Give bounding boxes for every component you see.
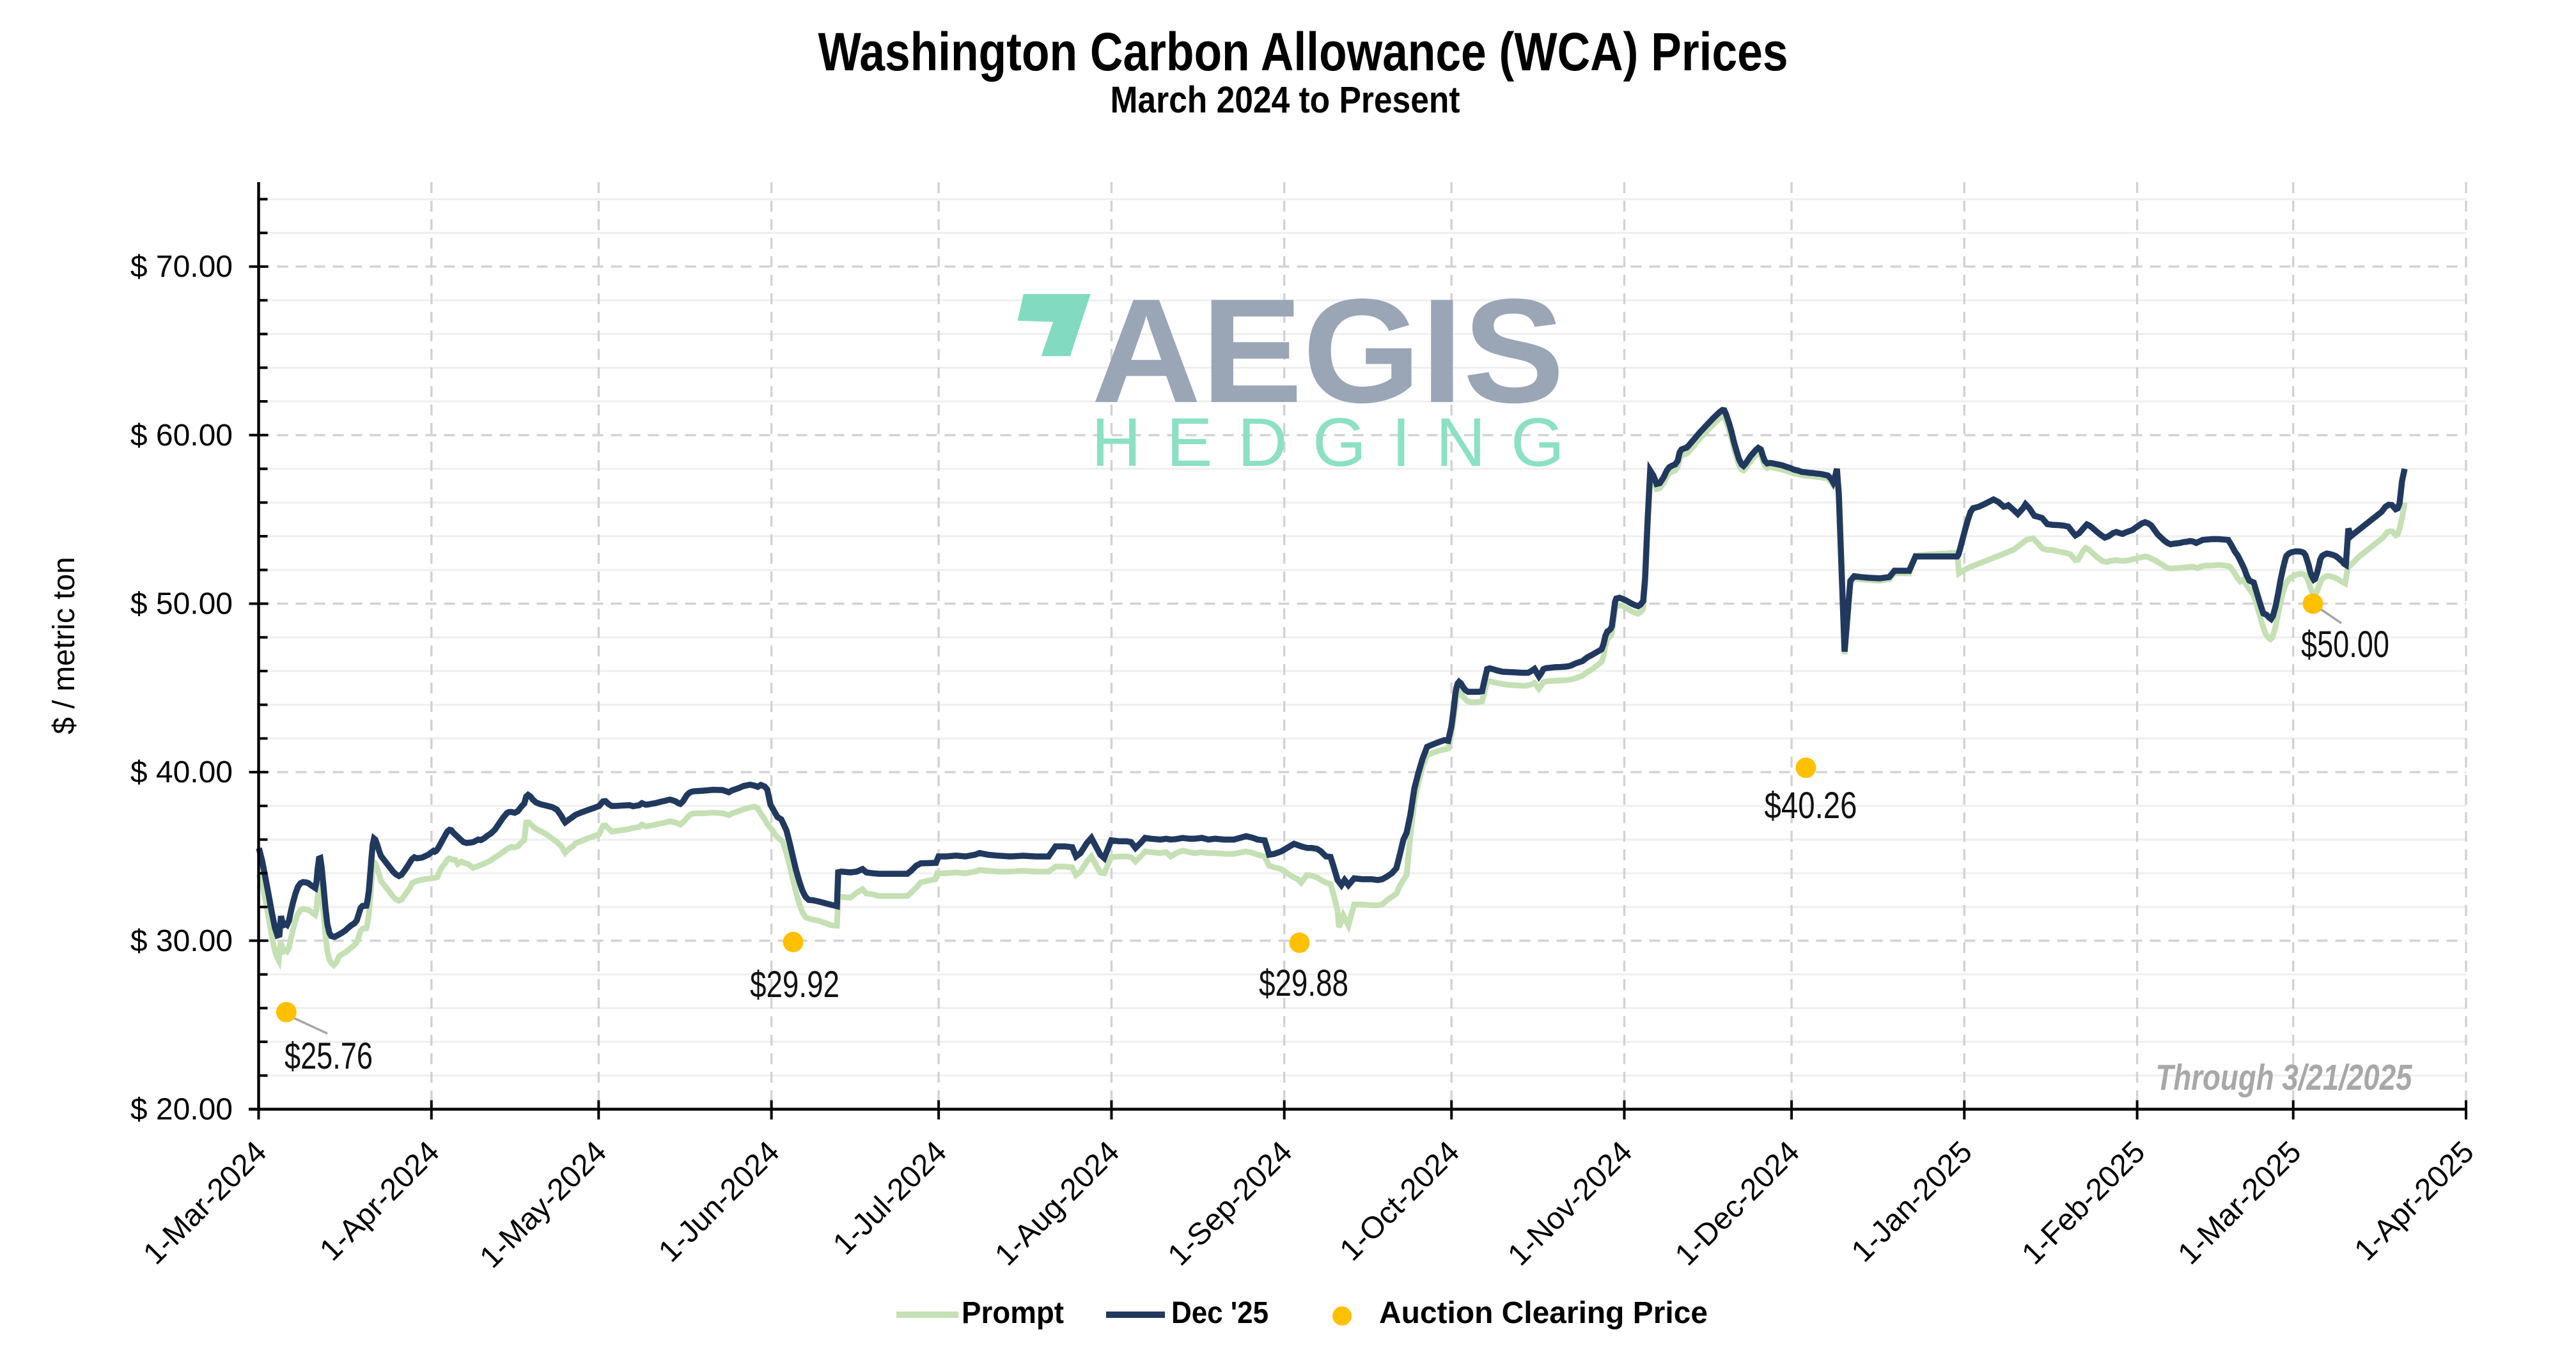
svg-text:$ 50.00: $ 50.00	[130, 587, 233, 621]
svg-text:$ 40.00: $ 40.00	[130, 755, 233, 789]
svg-text:Prompt: Prompt	[962, 1296, 1064, 1330]
svg-text:Through 3/21/2025: Through 3/21/2025	[2156, 1057, 2413, 1098]
svg-text:Auction Clearing Price: Auction Clearing Price	[1379, 1296, 1708, 1330]
svg-text:HEDGING: HEDGING	[1091, 403, 1565, 481]
svg-text:$ 60.00: $ 60.00	[130, 419, 233, 453]
svg-text:$ 20.00: $ 20.00	[130, 1093, 233, 1127]
svg-text:$25.76: $25.76	[285, 1035, 373, 1077]
svg-text:$29.88: $29.88	[1259, 963, 1348, 1004]
svg-text:Dec '25: Dec '25	[1171, 1296, 1268, 1330]
svg-text:$ / metric ton: $ / metric ton	[47, 557, 81, 734]
svg-text:March 2024 to Present: March 2024 to Present	[1111, 79, 1460, 121]
svg-text:Washington Carbon Allowance (W: Washington Carbon Allowance (WCA) Prices	[818, 22, 1788, 82]
svg-text:$ 70.00: $ 70.00	[130, 250, 233, 284]
svg-text:$29.92: $29.92	[750, 964, 839, 1005]
svg-text:$50.00: $50.00	[2301, 624, 2389, 665]
svg-text:AEGIS: AEGIS	[1091, 268, 1565, 434]
svg-text:$40.26: $40.26	[1765, 785, 1857, 826]
svg-text:$ 30.00: $ 30.00	[130, 924, 233, 958]
